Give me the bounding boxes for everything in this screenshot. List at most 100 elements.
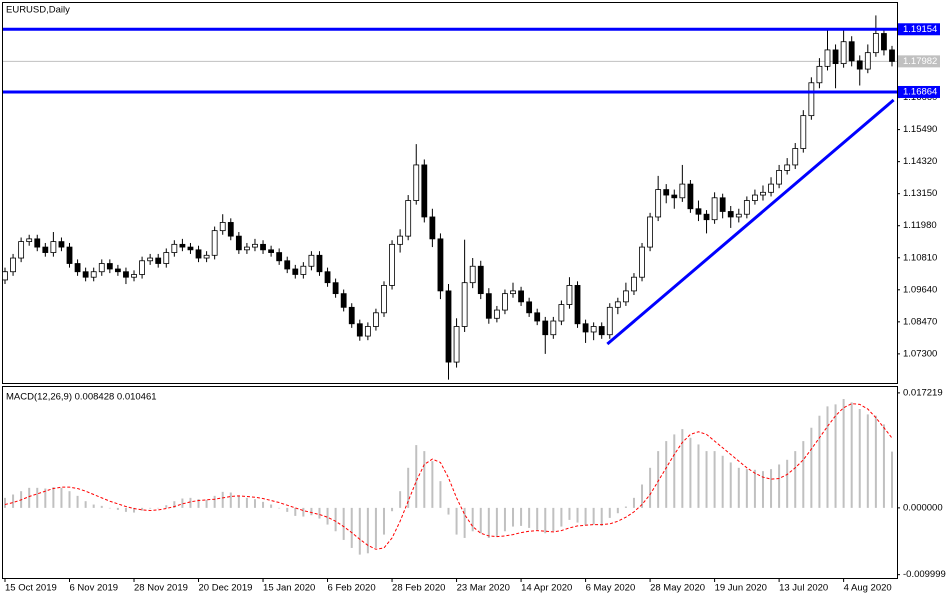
macd-layer [4, 399, 893, 555]
macd-bar [447, 507, 450, 515]
x-tick-label: 15 Oct 2019 [5, 583, 57, 594]
macd-bar [528, 507, 531, 528]
macd-bar [761, 471, 764, 508]
macd-bar [842, 399, 845, 508]
macd-bar [649, 467, 652, 508]
macd-bar [124, 507, 127, 512]
candle-body [679, 183, 686, 199]
macd-bar [874, 415, 877, 508]
candle-body [663, 189, 670, 196]
candle-body [437, 238, 444, 292]
candle-body [276, 252, 283, 262]
x-tick-label: 28 Feb 2020 [392, 583, 445, 594]
macd-bar [600, 507, 603, 526]
candle-body [792, 148, 799, 166]
candle-body [889, 49, 895, 62]
macd-bar [834, 404, 837, 508]
macd-bar [423, 451, 426, 508]
candle-body [58, 241, 65, 248]
y-tick-label: 1.08470 [903, 316, 937, 327]
x-tick-label: 15 Jan 2020 [263, 583, 315, 594]
macd-bar [262, 501, 265, 508]
candle-body [776, 170, 783, 185]
macd-bar [108, 507, 111, 509]
candle-body [18, 241, 25, 259]
candle-body [171, 243, 178, 253]
candle-body [477, 265, 484, 295]
macd-bar [512, 507, 515, 527]
candle-body [10, 257, 16, 273]
candle-body [155, 257, 162, 264]
macd-bar [213, 495, 216, 508]
macd-bar [326, 507, 329, 525]
macd-bar [165, 505, 168, 508]
candle-body [453, 326, 460, 363]
candle-body [131, 274, 137, 278]
y-tick-label: 1.09640 [903, 284, 937, 295]
macd-bar [818, 415, 821, 508]
macd-bar [697, 444, 700, 508]
macd-bar [334, 507, 337, 532]
macd-bar [810, 427, 813, 508]
macd-y-tick-label: -0.009999 [903, 569, 946, 580]
macd-bar [286, 507, 289, 512]
candle-body [211, 230, 218, 256]
macd-bar [221, 491, 224, 508]
candle-body [566, 285, 573, 305]
candle-body [2, 271, 8, 281]
macd-bar [745, 469, 748, 508]
x-tick-label: 20 Dec 2019 [199, 583, 253, 594]
candle-body [187, 246, 194, 251]
candle-body [614, 301, 621, 308]
macd-bar [495, 507, 498, 537]
candle-body [727, 211, 734, 218]
macd-bar [318, 507, 321, 519]
candle-body [34, 238, 41, 248]
macd-bar [68, 491, 71, 508]
macd-bar [302, 507, 305, 517]
candle-body [421, 164, 428, 218]
candle-body [631, 276, 637, 292]
macd-bar [229, 492, 232, 508]
candle-body [147, 257, 154, 262]
candle-body [518, 290, 524, 303]
current-price-label: 1.17982 [903, 56, 937, 67]
labels-layer: 1.166601.154901.143201.131501.119801.108… [4, 23, 946, 594]
candle-body [719, 197, 726, 212]
candle-body [558, 304, 565, 322]
macd-bar [794, 451, 797, 508]
macd-bar [568, 507, 571, 520]
macd-bar [76, 495, 79, 508]
candle-body [550, 320, 557, 336]
candle-body [510, 290, 516, 295]
candle-body [526, 301, 533, 314]
macd-bar [737, 467, 740, 508]
candle-body [114, 268, 121, 273]
macd-bar [858, 409, 861, 508]
macd-bar [624, 506, 627, 508]
macd-bar [665, 441, 668, 508]
macd-bar [520, 507, 523, 526]
macd-bar [100, 505, 103, 508]
candle-body [300, 265, 307, 275]
candle-body [735, 213, 742, 218]
macd-bar [584, 507, 587, 526]
candle-body [66, 246, 73, 264]
candle-body [163, 252, 170, 264]
level-box [898, 85, 940, 98]
candle-body [405, 200, 412, 237]
macd-bar [439, 481, 442, 508]
candle-body [389, 243, 395, 286]
candle-body [493, 309, 500, 319]
macd-bar [826, 406, 829, 508]
candle-body [348, 306, 355, 325]
y-tick-label: 1.14320 [903, 156, 937, 167]
candle-body [260, 243, 266, 251]
macd-bar [141, 507, 144, 511]
macd-bar [891, 451, 893, 508]
candle-body [356, 323, 363, 337]
macd-bar [278, 507, 281, 509]
candle-body [203, 254, 210, 259]
candle-body [284, 260, 291, 270]
